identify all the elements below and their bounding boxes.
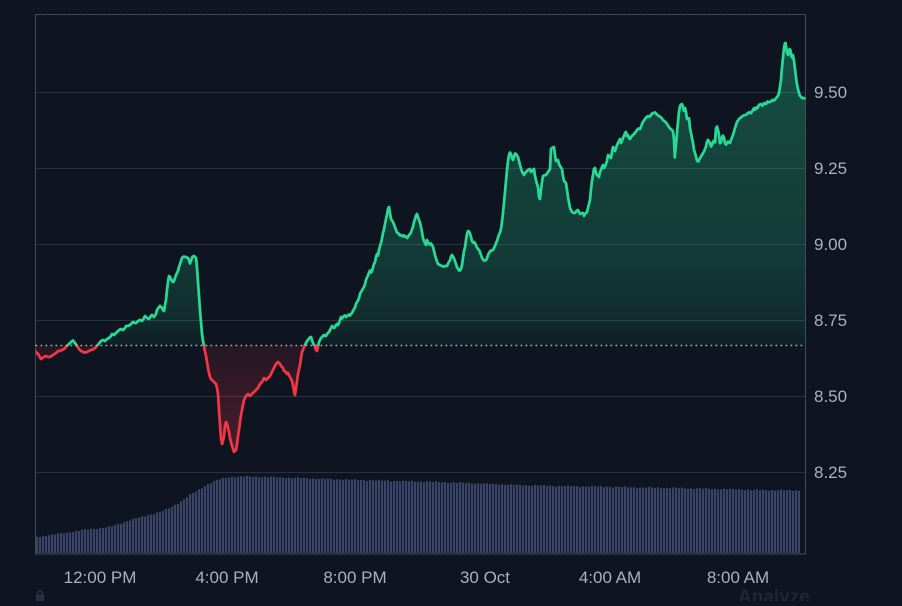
svg-text:9.50: 9.50	[814, 83, 847, 102]
svg-text:8:00 AM: 8:00 AM	[707, 568, 769, 587]
svg-text:8.75: 8.75	[814, 311, 847, 330]
svg-text:9.25: 9.25	[814, 159, 847, 178]
svg-text:4:00 PM: 4:00 PM	[195, 568, 258, 587]
svg-text:12:00 PM: 12:00 PM	[64, 568, 137, 587]
svg-text:Analyze: Analyze	[738, 587, 810, 601]
svg-text:8.50: 8.50	[814, 387, 847, 406]
svg-text:8:00 PM: 8:00 PM	[323, 568, 386, 587]
svg-text:30 Oct: 30 Oct	[460, 568, 510, 587]
svg-text:8.25: 8.25	[814, 463, 847, 482]
svg-text:4:00 AM: 4:00 AM	[579, 568, 641, 587]
svg-text:9.00: 9.00	[814, 235, 847, 254]
